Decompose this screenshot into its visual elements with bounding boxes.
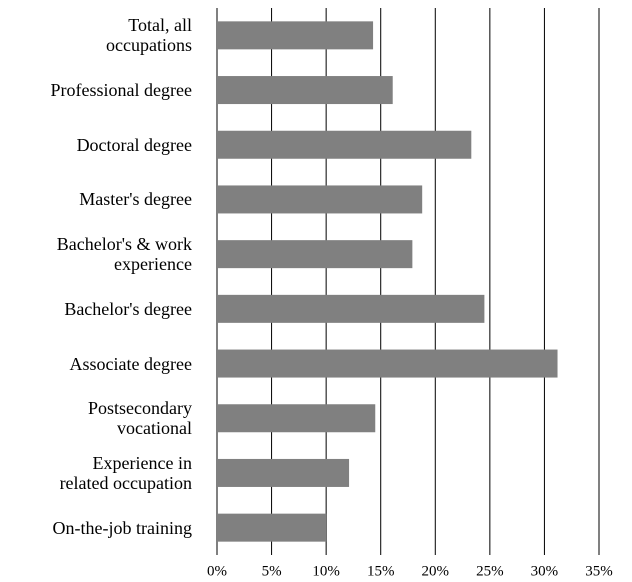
bar: [217, 240, 413, 269]
x-tick-label: 5%: [262, 563, 282, 579]
category-label: Associate degree: [69, 353, 192, 374]
bar: [217, 349, 558, 378]
x-tick-label: 30%: [531, 563, 559, 579]
bar: [217, 130, 472, 159]
category-label: Master's degree: [79, 189, 192, 210]
x-tick-label: 25%: [476, 563, 504, 579]
bar: [217, 458, 350, 487]
bar: [217, 76, 393, 105]
bar: [217, 294, 485, 323]
category-label: Total, all occupations: [106, 15, 192, 56]
category-label: Doctoral degree: [76, 134, 192, 155]
category-label: On-the-job training: [52, 517, 192, 538]
category-label: Postsecondary vocational: [88, 398, 192, 439]
bar: [217, 513, 327, 542]
category-label: Experience in related occupation: [59, 452, 192, 493]
x-tick-label: 35%: [585, 563, 613, 579]
x-tick-label: 20%: [422, 563, 450, 579]
bar: [217, 21, 374, 50]
category-label: Professional degree: [50, 80, 192, 101]
category-label: Bachelor's degree: [64, 298, 192, 319]
x-tick-label: 0%: [207, 563, 227, 579]
bar: [217, 404, 376, 433]
x-tick-label: 10%: [312, 563, 340, 579]
x-tick-label: 15%: [367, 563, 395, 579]
category-label: Bachelor's & work experience: [56, 234, 192, 275]
bar: [217, 185, 423, 214]
